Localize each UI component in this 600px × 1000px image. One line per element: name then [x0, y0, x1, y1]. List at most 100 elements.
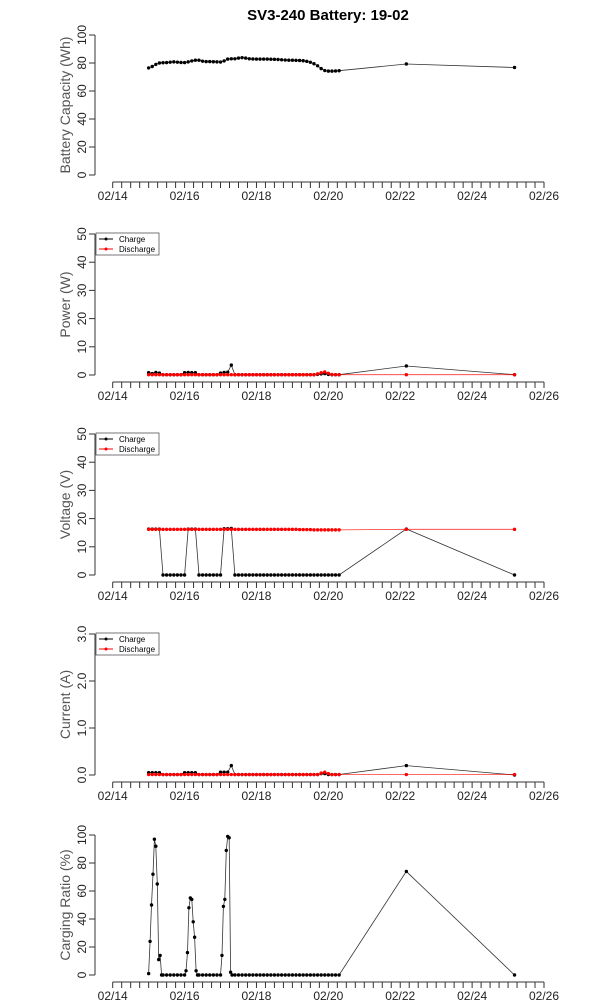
data-point — [294, 58, 298, 63]
data-point — [149, 903, 154, 907]
data-point — [218, 770, 223, 774]
data-point — [150, 64, 154, 69]
data-point — [157, 373, 162, 377]
data-point — [197, 772, 201, 777]
data-point — [512, 573, 517, 577]
data-point — [305, 527, 309, 532]
data-point — [179, 373, 183, 377]
data-point — [272, 772, 277, 777]
x-tick-label: 02/26 — [529, 389, 559, 403]
data-point — [283, 373, 287, 377]
data-point — [308, 772, 313, 777]
data-point — [146, 66, 151, 70]
x-tick-label: 02/22 — [385, 389, 415, 403]
data-point — [193, 772, 198, 777]
y-axis-label: Carging Ratio (%) — [57, 849, 73, 960]
data-point — [243, 772, 248, 777]
data-point — [215, 373, 219, 377]
data-point — [179, 772, 183, 777]
data-point — [221, 904, 226, 909]
y-tick-label: 30 — [75, 283, 89, 297]
data-point — [326, 528, 331, 532]
data-point — [208, 573, 212, 577]
data-point — [146, 971, 151, 976]
data-point — [312, 772, 316, 777]
data-point — [161, 527, 165, 532]
data-point — [182, 973, 187, 977]
data-point — [269, 772, 273, 777]
y-tick-label: 20 — [75, 512, 89, 526]
data-point — [265, 573, 269, 577]
data-point — [182, 60, 187, 65]
data-point — [330, 69, 334, 73]
data-point — [404, 763, 409, 768]
data-point — [290, 373, 295, 377]
data-point — [236, 373, 241, 377]
data-point — [337, 528, 341, 532]
data-point — [261, 973, 266, 977]
x-tick-label: 02/22 — [385, 989, 415, 1000]
data-point — [512, 772, 517, 777]
data-point — [226, 770, 230, 774]
y-tick-label: 100 — [75, 25, 89, 45]
data-point — [315, 772, 320, 777]
data-point — [512, 527, 517, 532]
data-point — [229, 772, 234, 777]
y-tick-label: 10 — [75, 340, 89, 354]
data-point — [211, 60, 216, 64]
data-point — [251, 772, 255, 777]
data-point — [200, 973, 205, 977]
data-point — [154, 62, 158, 67]
data-point — [261, 772, 266, 777]
x-tick-label: 02/18 — [241, 989, 271, 1000]
data-point — [190, 772, 194, 777]
data-point — [297, 573, 302, 577]
data-point — [337, 573, 341, 577]
data-point — [272, 373, 277, 377]
series-charging-ratio — [146, 834, 517, 977]
legend-marker — [104, 447, 108, 451]
data-point — [276, 57, 280, 62]
data-point — [404, 869, 409, 874]
data-point — [172, 573, 176, 577]
legend-marker — [104, 247, 108, 251]
x-tick-label: 02/24 — [457, 589, 487, 603]
data-point — [151, 872, 155, 876]
data-point — [305, 59, 309, 64]
data-point — [305, 373, 309, 377]
data-point — [315, 573, 320, 577]
data-point — [186, 60, 190, 64]
data-point — [261, 527, 266, 532]
data-point — [276, 573, 280, 577]
data-point — [194, 969, 198, 973]
y-tick-label: 2.0 — [75, 672, 89, 689]
legend-marker — [104, 237, 108, 241]
data-point — [226, 57, 230, 61]
data-point — [279, 373, 284, 377]
data-point — [164, 772, 169, 777]
data-point — [301, 772, 305, 777]
data-point — [323, 68, 327, 73]
data-point — [220, 953, 224, 958]
data-point — [240, 772, 244, 777]
data-point — [223, 897, 227, 902]
data-point — [158, 953, 162, 958]
data-point — [168, 373, 172, 377]
data-point — [290, 527, 295, 532]
data-point — [229, 363, 234, 367]
data-point — [315, 973, 320, 977]
data-point — [193, 373, 198, 377]
data-point — [283, 527, 287, 532]
data-point — [146, 527, 151, 532]
data-point — [222, 770, 226, 774]
data-point — [269, 527, 273, 532]
data-point — [337, 373, 341, 377]
data-point — [512, 373, 517, 377]
x-tick-label: 02/18 — [241, 389, 271, 403]
data-point — [222, 373, 226, 377]
data-point — [243, 56, 248, 60]
data-point — [190, 59, 194, 63]
data-point — [168, 60, 172, 64]
data-point — [294, 373, 298, 377]
data-point — [229, 373, 234, 377]
